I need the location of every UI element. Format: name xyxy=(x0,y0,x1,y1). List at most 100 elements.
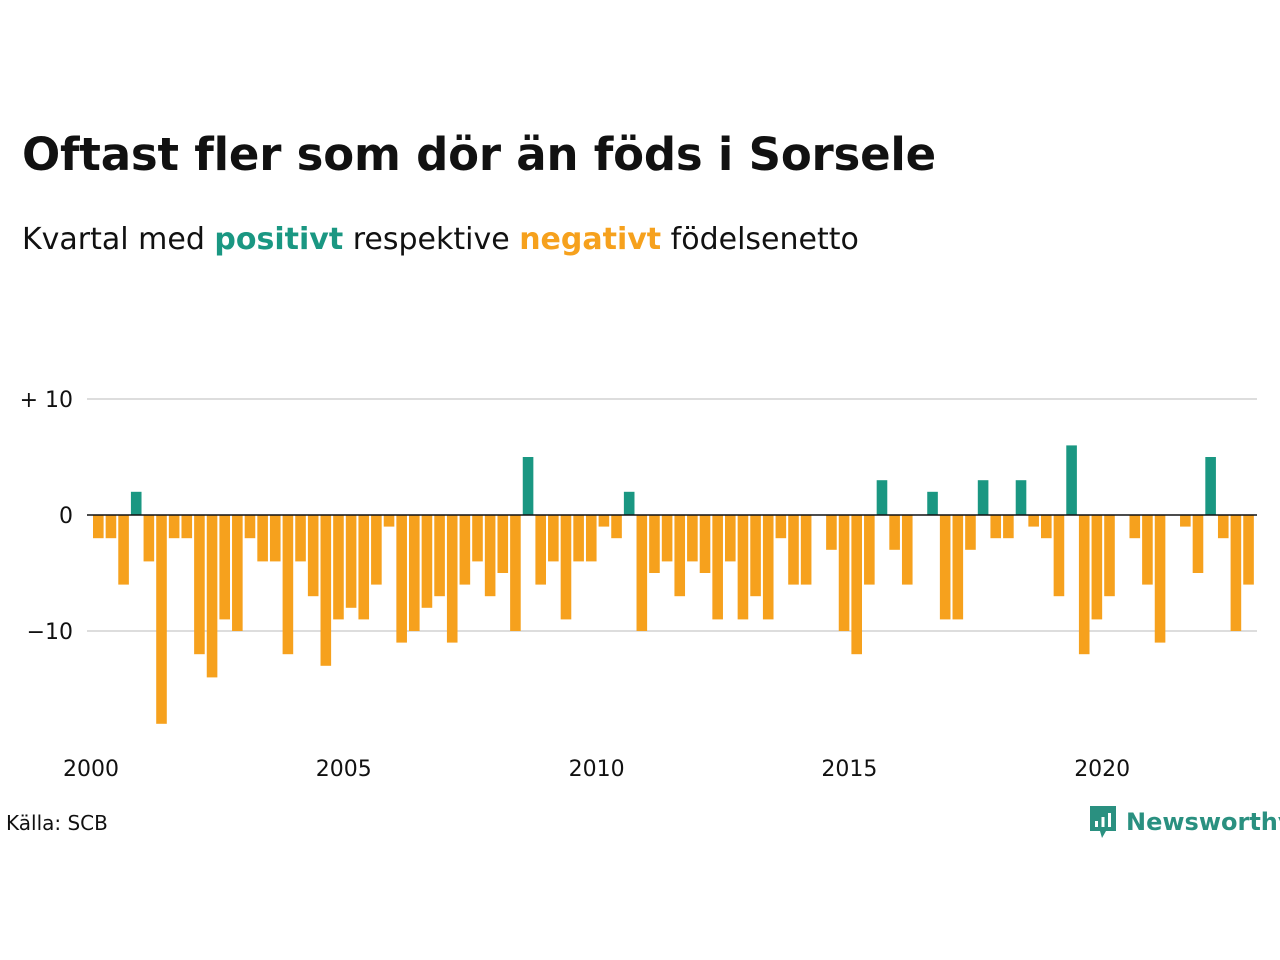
bar xyxy=(1205,457,1216,515)
bar xyxy=(674,515,686,597)
bar xyxy=(257,515,268,562)
bar xyxy=(990,515,1002,539)
bar xyxy=(320,515,332,666)
source-note: Källa: SCB xyxy=(6,811,108,835)
bar xyxy=(143,515,155,562)
legend-positive: positivt xyxy=(214,222,344,257)
axes: + 10 0 −10 2000 2005 2010 2015 2020 xyxy=(20,388,1257,782)
bar xyxy=(687,515,698,562)
bar xyxy=(623,491,635,515)
bar xyxy=(522,457,534,515)
bar xyxy=(901,515,913,585)
subtitle-suffix: födelsenetto xyxy=(661,222,859,257)
x-tick-label: 2000 xyxy=(63,757,119,782)
logo-bar-3 xyxy=(1108,813,1111,827)
bar xyxy=(396,515,407,643)
bar xyxy=(510,515,521,631)
x-tick-label: 2010 xyxy=(569,757,625,782)
bar xyxy=(1091,515,1103,620)
bar xyxy=(826,515,837,550)
bar-chart: + 10 0 −10 2000 2005 2010 2015 2020 xyxy=(20,388,1257,782)
x-tick-label: 2005 xyxy=(316,757,372,782)
brand-name: Newsworthy xyxy=(1126,808,1280,836)
bar xyxy=(560,515,572,620)
y-tick-label: + 10 xyxy=(20,388,73,413)
x-tick-label: 2020 xyxy=(1074,757,1130,782)
bar xyxy=(725,515,736,562)
bar xyxy=(573,515,584,562)
bar xyxy=(737,515,749,620)
bar xyxy=(181,515,193,539)
bar xyxy=(1142,515,1153,585)
y-tick-label: −10 xyxy=(27,620,73,645)
bar xyxy=(1180,515,1191,527)
bar xyxy=(788,515,799,585)
bar xyxy=(649,515,660,573)
bar xyxy=(939,515,951,620)
bar xyxy=(118,515,129,585)
bar xyxy=(699,515,711,573)
bar xyxy=(409,515,420,631)
bar xyxy=(282,515,294,655)
bar xyxy=(585,515,597,562)
bar xyxy=(1078,515,1090,655)
bar xyxy=(307,515,319,597)
bar xyxy=(598,515,610,527)
bar xyxy=(219,515,230,620)
bar xyxy=(952,515,964,620)
subtitle-prefix: Kvartal med xyxy=(22,222,215,257)
bar xyxy=(1230,515,1242,631)
bar xyxy=(232,515,243,631)
chart-title: Oftast fler som dör än föds i Sorsele xyxy=(22,128,936,181)
bar xyxy=(93,515,104,539)
bar xyxy=(535,515,546,585)
bar xyxy=(244,515,256,539)
bar xyxy=(851,515,862,655)
bar xyxy=(206,515,218,678)
bar xyxy=(965,515,976,550)
bar xyxy=(611,515,622,539)
bar xyxy=(750,515,761,597)
newsworthy-logo: Newsworthy xyxy=(1088,804,1280,840)
gridlines xyxy=(87,398,1257,632)
y-tick-label: 0 xyxy=(59,504,73,529)
bar xyxy=(421,515,433,608)
bar xyxy=(1217,515,1229,539)
bar xyxy=(333,515,344,620)
bar xyxy=(1243,515,1254,585)
x-tick-label: 2015 xyxy=(821,757,877,782)
bar xyxy=(977,480,989,515)
bar xyxy=(762,515,774,620)
bar xyxy=(1028,515,1039,527)
bar xyxy=(156,515,167,724)
logo-bar-1 xyxy=(1095,821,1098,827)
bar xyxy=(168,515,180,539)
bar xyxy=(371,515,382,585)
legend-negative: negativt xyxy=(519,222,662,257)
bar xyxy=(459,515,471,585)
bar xyxy=(864,515,875,585)
bar xyxy=(345,515,357,608)
bar xyxy=(358,515,370,620)
bar xyxy=(661,515,673,562)
bar xyxy=(838,515,850,631)
bar xyxy=(1192,515,1204,573)
bar xyxy=(446,515,458,643)
newsworthy-logo-icon xyxy=(1090,806,1116,838)
bar xyxy=(1104,515,1115,597)
chart-subtitle: Kvartal med positivt respektive negativt… xyxy=(22,222,859,257)
bars xyxy=(93,445,1254,724)
bar xyxy=(1015,480,1027,515)
bar xyxy=(927,491,938,515)
bar xyxy=(130,491,142,515)
bar xyxy=(472,515,483,562)
bar xyxy=(497,515,509,573)
bar xyxy=(1129,515,1141,539)
bar xyxy=(383,515,395,527)
bar xyxy=(1053,515,1065,597)
bar xyxy=(548,515,559,562)
bar xyxy=(1154,515,1166,643)
bar xyxy=(194,515,205,655)
bar xyxy=(800,515,812,585)
bar xyxy=(636,515,648,631)
